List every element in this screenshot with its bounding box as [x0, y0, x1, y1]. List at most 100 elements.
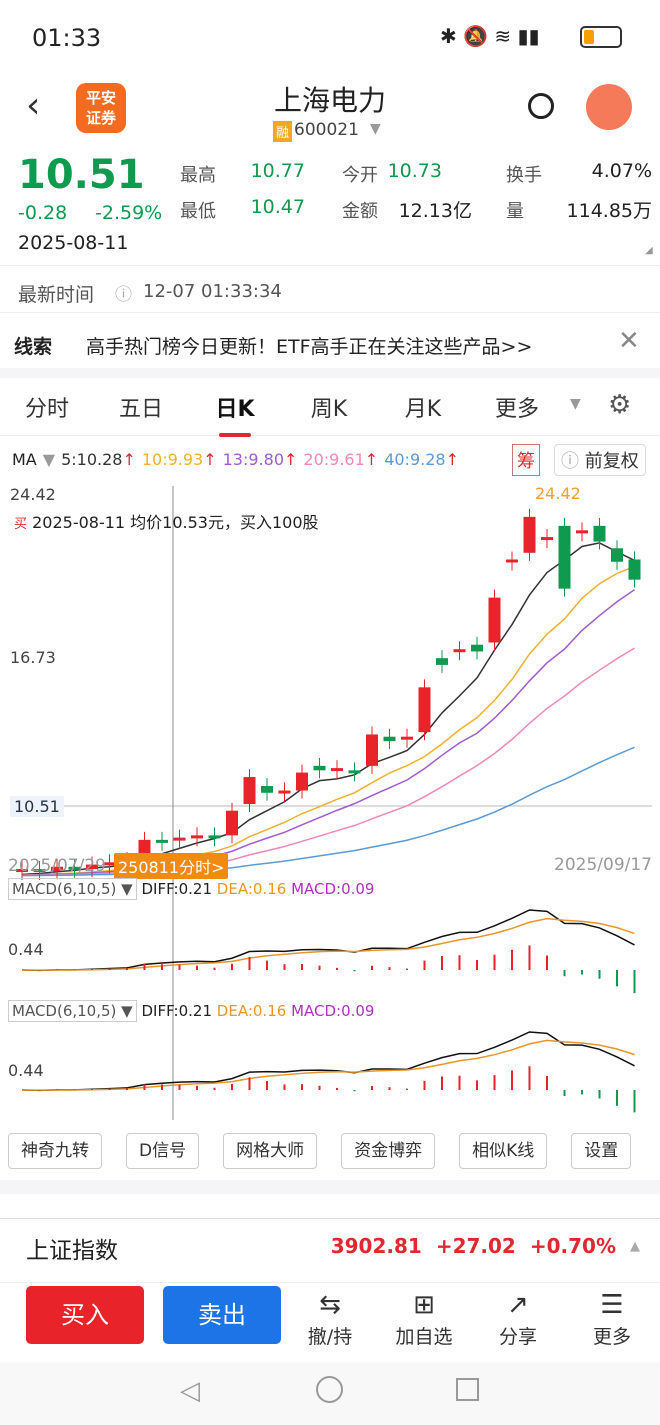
clue-bar[interactable]: 线索 高手热门榜今日更新！ETF高手正在关注这些产品>> ✕ [0, 318, 660, 368]
candle [208, 835, 221, 839]
chevron-up-icon[interactable]: ▲ [630, 1238, 640, 1254]
candle [593, 525, 606, 542]
index-change: +27.02 [435, 1234, 516, 1258]
index-name: 上证指数 [26, 1238, 118, 1264]
index-bar[interactable]: 上证指数 3902.81 +27.02 +0.70% ▲ [0, 1218, 660, 1274]
candle [156, 839, 168, 843]
info-icon[interactable]: ⓘ [115, 285, 132, 305]
price-mid-label: 16.73 [10, 648, 56, 667]
tab-4[interactable]: 月K [404, 396, 442, 422]
action-button[interactable]: ⊞ 加自选 [384, 1290, 464, 1349]
latest-time-row: 最新时间 ⓘ 12-07 01:33:34 [0, 265, 660, 313]
battery-icon [580, 26, 622, 48]
search-icon[interactable] [528, 93, 554, 119]
ma5-line [21, 542, 635, 876]
sell-button[interactable]: 卖出 [163, 1286, 281, 1344]
macd-selector[interactable]: MACD(6,10,5) ▼ [8, 1000, 137, 1022]
candle [278, 790, 291, 794]
gear-icon[interactable]: ⚙ [608, 390, 632, 420]
tab-3[interactable]: 周K [310, 396, 348, 422]
candle [366, 734, 378, 766]
nav-home-icon[interactable] [316, 1376, 343, 1403]
latest-time: 12-07 01:33:34 [143, 281, 282, 302]
ma-value: 40:9.28↑ [384, 450, 459, 469]
action-button[interactable]: ⇆ 撤/持 [290, 1290, 370, 1349]
nav-bar: ◁ [0, 1362, 660, 1425]
action-label: 更多 [592, 1326, 631, 1348]
clue-label: 线索 [14, 336, 53, 358]
quote-field-value: 114.85万 [566, 200, 652, 222]
tool-buttons: 神奇九转 D信号 网格大师 资金博弈 相似K线 设置 [8, 1133, 632, 1169]
dea-line [21, 917, 635, 971]
chart-tabs: 分时 五日 日K 周K 月K 更多 [0, 378, 660, 437]
tab-5[interactable]: 更多 [494, 396, 539, 422]
intraday-link[interactable]: 250811分时> [113, 853, 229, 879]
diff-line [21, 909, 635, 972]
chevron-down-icon[interactable]: ▼ [570, 396, 581, 412]
tab-1[interactable]: 五日 [118, 396, 163, 422]
candle [16, 869, 28, 873]
action-button[interactable]: ↗ 分享 [478, 1290, 558, 1349]
current-price-label: 10.51 [10, 796, 64, 817]
status-icons: ✱ 🔕 ≋ ▮▮ [440, 24, 540, 48]
ma-value: 13:9.80↑ [222, 450, 298, 469]
action-icon: ☰ [600, 1290, 624, 1320]
stock-code[interactable]: 600021 [294, 120, 359, 140]
tab-0[interactable]: 分时 [24, 396, 69, 422]
candle [558, 525, 571, 589]
back-icon[interactable]: ‹ [26, 85, 41, 126]
tool-button[interactable]: 神奇九转 [8, 1133, 102, 1169]
tool-button[interactable]: 网格大师 [223, 1133, 318, 1169]
kline-chart[interactable] [0, 0, 660, 1130]
nav-back-icon[interactable]: ◁ [180, 1376, 200, 1406]
chevron-down-icon[interactable]: ▼ [42, 450, 56, 469]
divider [0, 368, 660, 378]
tool-button[interactable]: D信号 [126, 1133, 200, 1169]
candle [401, 736, 413, 740]
macd-selector[interactable]: MACD(6,10,5) ▼ [8, 878, 137, 900]
margin-badge: 融 [273, 121, 293, 142]
status-bar: 01:33 ✱ 🔕 ≋ ▮▮ [0, 0, 660, 75]
dea-line [21, 1039, 635, 1091]
candle [261, 786, 273, 793]
candle [488, 597, 501, 643]
tool-button[interactable]: 资金博弈 [341, 1133, 436, 1169]
nav-recent-icon[interactable] [456, 1378, 479, 1401]
candle [523, 516, 536, 553]
chip-button[interactable]: 筹 [512, 444, 540, 476]
clue-text[interactable]: 高手热门榜今日更新！ETF高手正在关注这些产品>> [86, 336, 533, 358]
tool-button[interactable]: 相似K线 [459, 1133, 548, 1169]
index-value: 3902.81 [330, 1234, 422, 1258]
tab-2[interactable]: 日K [188, 391, 282, 437]
index-pct: +0.70% [529, 1234, 616, 1258]
candle [436, 658, 448, 665]
quote-field-label: 最低 [180, 201, 216, 222]
diff-line [21, 1031, 635, 1092]
avatar[interactable] [586, 84, 632, 130]
buy-button[interactable]: 买入 [26, 1286, 144, 1344]
adjust-button[interactable]: ⓘ 前复权 [554, 444, 646, 476]
action-label: 分享 [498, 1326, 537, 1348]
ma10-line [21, 565, 635, 876]
ma-value: 10:9.93↑ [141, 450, 217, 469]
action-icon: ⇆ [319, 1290, 341, 1320]
divider [0, 1180, 660, 1194]
action-button[interactable]: ☰ 更多 [572, 1290, 652, 1349]
quote-field-value: 10.73 [387, 160, 442, 182]
candle [611, 548, 623, 562]
quote-date: 2025-08-11 [18, 232, 129, 254]
macd-legend-1: MACD(6,10,5) ▼ DIFF:0.21 DEA:0.16 MACD:0… [8, 878, 374, 900]
ma-selector[interactable]: MA [12, 450, 37, 469]
quote-field-label: 换手 [506, 165, 542, 186]
candle [86, 864, 98, 870]
candle [506, 559, 518, 563]
chevron-down-icon[interactable]: ▼ [370, 121, 381, 137]
tool-button[interactable]: 设置 [571, 1133, 632, 1169]
quote-field-value: 10.47 [250, 196, 305, 218]
high-label: 24.42 [535, 484, 581, 503]
quote-field-label: 今开 [342, 165, 378, 186]
ma-value: 20:9.61↑ [303, 450, 379, 469]
close-icon[interactable]: ✕ [618, 326, 640, 356]
bottom-bar [0, 1282, 660, 1362]
current-price: 10.51 [18, 152, 145, 198]
